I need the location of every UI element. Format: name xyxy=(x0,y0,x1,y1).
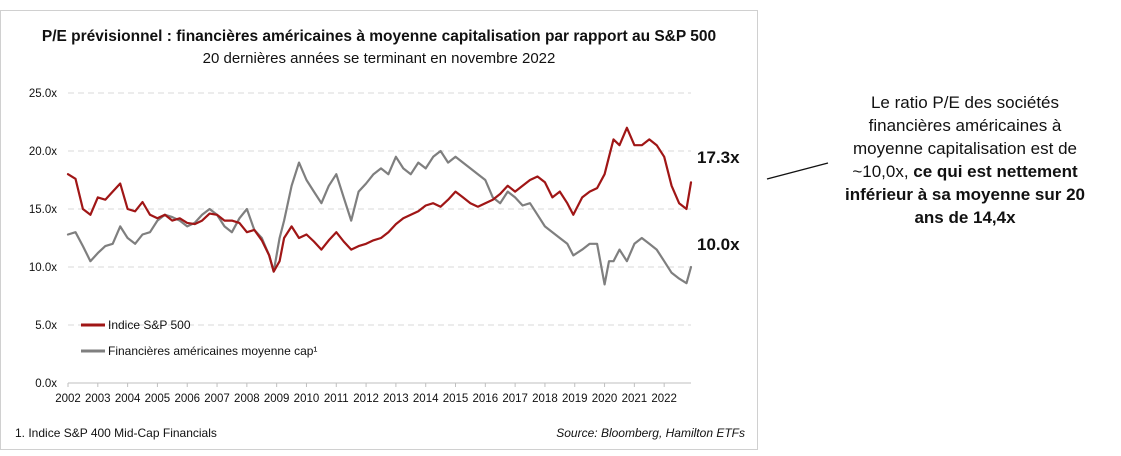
legend: Indice S&P 500 Financières américaines m… xyxy=(81,318,317,358)
source-note: Source: Bloomberg, Hamilton ETFs xyxy=(556,426,745,440)
y-tick-label: 15.0x xyxy=(29,204,57,216)
x-tick-label: 2022 xyxy=(651,393,677,405)
side-note-emphasis: ce qui est nettement inférieur à sa moye… xyxy=(845,161,1085,227)
y-tick-label: 20.0x xyxy=(29,146,57,158)
x-tick-label: 2014 xyxy=(413,393,439,405)
x-tick-label: 2016 xyxy=(473,393,499,405)
x-tick-label: 2007 xyxy=(204,393,230,405)
x-tick-label: 2004 xyxy=(115,393,141,405)
y-tick-label: 10.0x xyxy=(29,262,57,274)
series-line-midcap xyxy=(66,149,693,286)
side-note: Le ratio P/E des sociétés financières am… xyxy=(840,92,1090,230)
x-tick-label: 2003 xyxy=(85,393,111,405)
chart-title: P/E prévisionnel : financières américain… xyxy=(42,28,716,45)
x-tick-label: 2011 xyxy=(324,393,349,405)
side-note-text: Le ratio P/E des sociétés financières am… xyxy=(852,93,1077,181)
x-tick-label: 2006 xyxy=(174,393,200,405)
x-tick-label: 2008 xyxy=(234,393,260,405)
chart-subtitle: 20 dernières années se terminant en nove… xyxy=(203,50,556,67)
x-tick-label: 2017 xyxy=(502,393,528,405)
x-tick-label: 2021 xyxy=(622,393,648,405)
legend-label-sp500: Indice S&P 500 xyxy=(108,318,191,332)
legend-label-midcap: Financières américaines moyenne cap¹ xyxy=(108,344,317,358)
footnote: 1. Indice S&P 400 Mid-Cap Financials xyxy=(15,426,217,440)
end-label-sp500: 17.3x xyxy=(697,148,740,167)
x-tick-label: 2010 xyxy=(294,393,320,405)
x-tick-label: 2018 xyxy=(532,393,558,405)
x-tick-label: 2002 xyxy=(55,393,81,405)
y-tick-label: 5.0x xyxy=(35,320,57,332)
x-tick-label: 2015 xyxy=(443,393,469,405)
x-tick-label: 2012 xyxy=(353,393,379,405)
chart-container: P/E prévisionnel : financières américain… xyxy=(0,10,758,450)
x-tick-label: 2020 xyxy=(592,393,618,405)
x-tick-label: 2013 xyxy=(383,393,409,405)
grid-layer xyxy=(68,92,691,326)
y-axis: 0.0x 5.0x 10.0x 15.0x 20.0x 25.0x xyxy=(29,88,57,390)
y-tick-label: 0.0x xyxy=(35,378,57,390)
series-layer xyxy=(66,126,693,286)
x-tick-label: 2019 xyxy=(562,393,588,405)
x-tick-label: 2005 xyxy=(145,393,171,405)
x-axis: 2002 2003 2004 2005 2006 2007 2008 2009 2010 2011… xyxy=(55,383,677,405)
series-line-sp500 xyxy=(66,126,693,273)
x-tick-label: 2009 xyxy=(264,393,290,405)
end-label-midcap: 10.0x xyxy=(697,235,740,254)
y-tick-label: 25.0x xyxy=(29,88,57,100)
callout-line xyxy=(766,162,829,180)
chart-svg: P/E prévisionnel : financières américain… xyxy=(15,28,745,440)
